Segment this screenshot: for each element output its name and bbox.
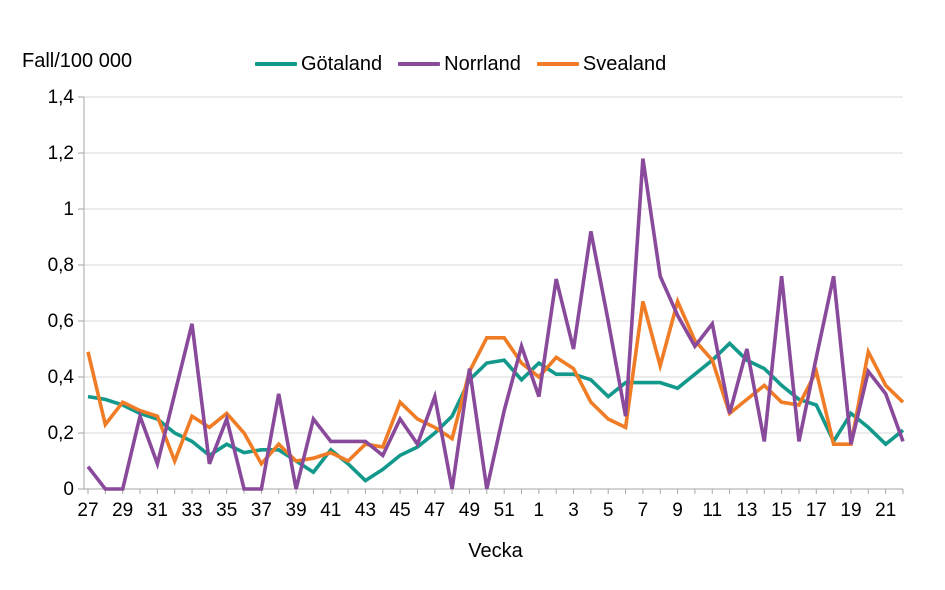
- x-tick-label: 49: [459, 500, 480, 521]
- x-tick-label: 13: [736, 500, 757, 521]
- x-tick-label: 47: [424, 500, 445, 521]
- x-tick-label: 43: [355, 500, 376, 521]
- legend-item-svealand: Svealand: [536, 53, 667, 75]
- series-line-svealand: [86, 296, 905, 467]
- series-line-norrland: [86, 158, 905, 491]
- legend-line-swatch-norrland: [398, 62, 441, 66]
- x-tick-label: 5: [603, 500, 614, 521]
- legend-item-norrland: Norrland: [398, 53, 521, 75]
- x-tick-label: 41: [320, 500, 341, 521]
- legend: Götaland Norrland Svealand: [255, 53, 666, 75]
- x-tick-label: 3: [568, 500, 579, 521]
- x-tick-label: 45: [390, 500, 411, 521]
- x-tick-label: 17: [806, 500, 827, 521]
- x-tick-label: 9: [672, 500, 683, 521]
- y-tick-label: 1,4: [48, 87, 75, 108]
- legend-label-svealand: Svealand: [582, 53, 667, 75]
- series-line-gtaland: [87, 340, 905, 483]
- x-tick-label: 39: [286, 500, 307, 521]
- y-tick-label: 0,2: [48, 423, 74, 444]
- chart-title: Fall/100 000: [22, 50, 133, 72]
- legend-label-gotaland: Götaland: [301, 53, 383, 75]
- x-tick-label: 11: [702, 500, 722, 521]
- x-tick-label: 1: [534, 500, 545, 521]
- x-tick-label: 21: [875, 500, 896, 521]
- legend-item-gotaland: Götaland: [255, 53, 382, 75]
- x-tick-label: 7: [638, 500, 649, 521]
- y-tick-label: 0,8: [48, 255, 74, 276]
- y-tick-label: 0,6: [48, 311, 74, 332]
- legend-line-swatch-gotaland: [255, 62, 297, 66]
- x-tick-label: 37: [251, 500, 272, 521]
- x-tick-label: 35: [216, 500, 237, 521]
- x-tick-label: 19: [840, 500, 861, 521]
- x-tick-label: 29: [112, 500, 133, 521]
- x-tick-label: 51: [494, 500, 515, 521]
- y-tick-label: 1: [63, 199, 74, 220]
- y-tick-label: 0: [63, 479, 74, 500]
- y-tick-label: 1,2: [48, 143, 74, 164]
- x-tick-label: 15: [771, 500, 792, 521]
- x-tick-label: 31: [147, 500, 168, 521]
- legend-line-swatch-svealand: [536, 62, 579, 66]
- x-tick-label: 33: [181, 500, 202, 521]
- x-tick-label: 27: [77, 500, 98, 521]
- y-tick-label: 0,4: [48, 367, 75, 388]
- x-axis-title: Vecka: [468, 540, 523, 562]
- legend-label-norrland: Norrland: [444, 53, 521, 75]
